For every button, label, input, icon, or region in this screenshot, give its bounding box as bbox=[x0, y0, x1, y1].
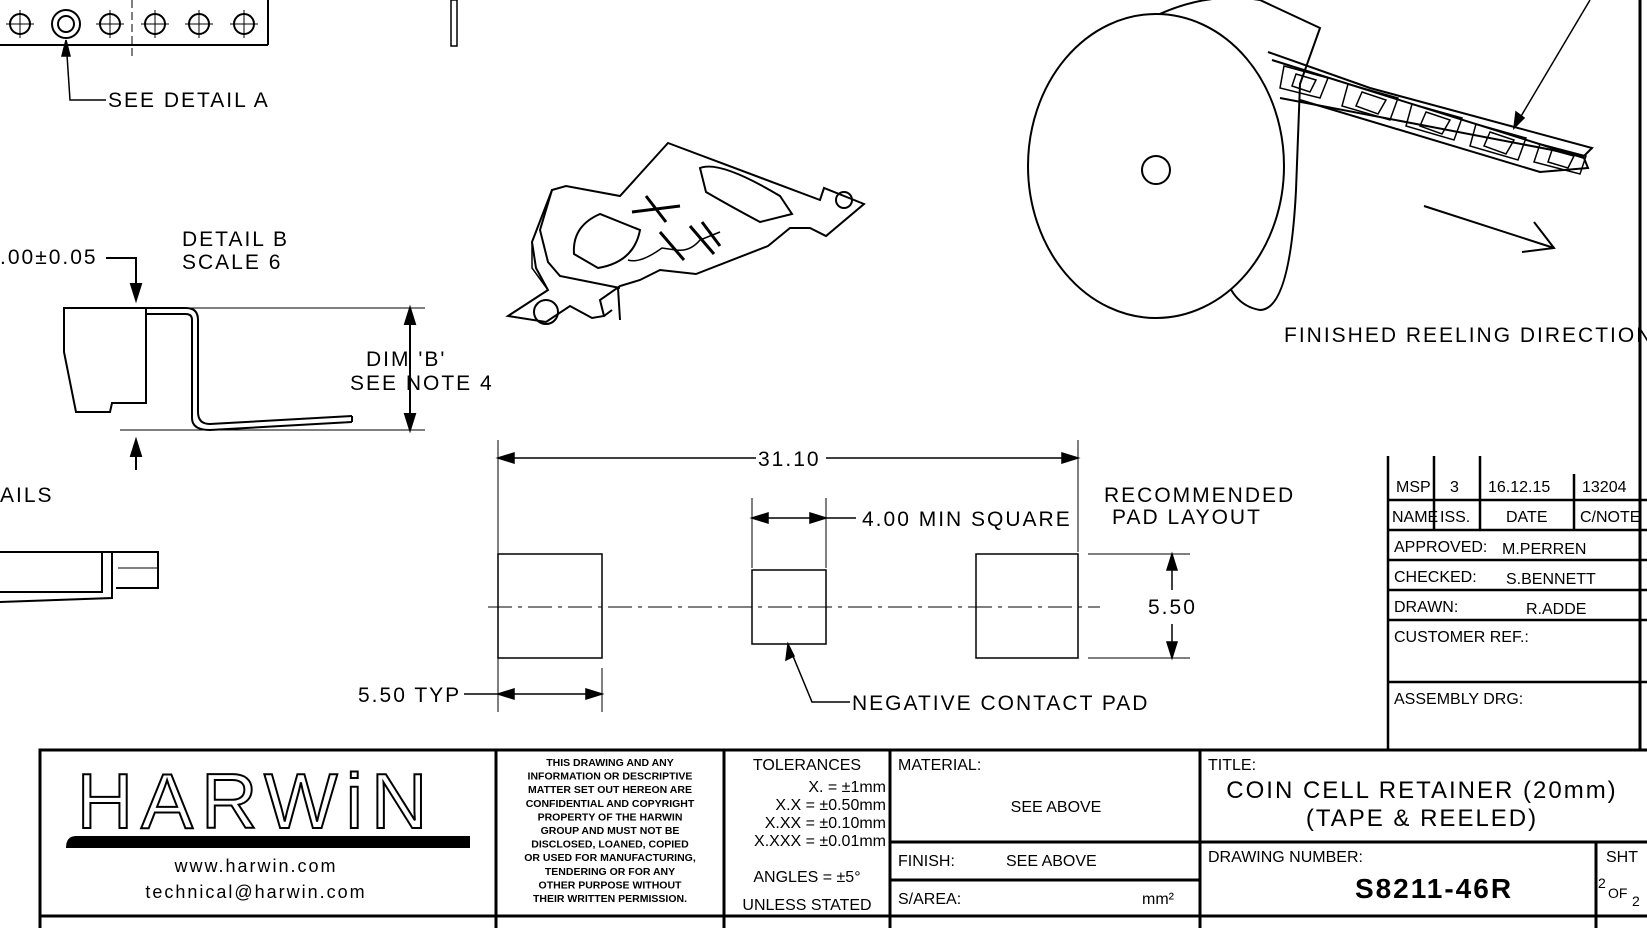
see-detail-a-leader bbox=[61, 39, 106, 101]
email: technical@harwin.com bbox=[145, 882, 366, 902]
surface-area-unit: mm² bbox=[1142, 891, 1175, 908]
sprocket-hole bbox=[230, 10, 258, 38]
confidential-line: CONFIDENTIAL AND COPYRIGHT bbox=[526, 798, 695, 810]
drawing-number-label: DRAWING NUMBER: bbox=[1208, 849, 1363, 866]
rev-header-iss: ISS. bbox=[1440, 509, 1470, 526]
finish-label: FINISH: bbox=[898, 853, 955, 870]
harwin-logo-text: HARWiN bbox=[77, 757, 436, 845]
sprocket-hole bbox=[141, 10, 169, 38]
title-label: TITLE: bbox=[1208, 757, 1256, 774]
details-label-fragment: AILS bbox=[0, 484, 54, 507]
tape-pocket bbox=[1341, 83, 1399, 121]
negative-contact-pad bbox=[751, 569, 827, 645]
drawn-label: DRAWN: bbox=[1394, 599, 1458, 616]
website: www.harwin.com bbox=[173, 856, 337, 876]
positive-pad-left bbox=[497, 553, 603, 659]
detail-b-view bbox=[63, 257, 425, 470]
tape-pocket bbox=[1279, 65, 1330, 99]
sprocket-hole bbox=[185, 10, 213, 38]
material-value: SEE ABOVE bbox=[1011, 799, 1102, 816]
sprocket-hole bbox=[51, 9, 81, 39]
reel-leader bbox=[1512, 0, 1591, 131]
confidential-line: TENDERING OR FOR ANY bbox=[545, 866, 675, 878]
angle-tolerance: ANGLES = ±5° bbox=[753, 869, 860, 886]
material-label: MATERIAL: bbox=[898, 757, 981, 774]
checked-by: S.BENNETT bbox=[1506, 571, 1596, 588]
min-square-dimension: 4.00 MIN SQUARE bbox=[862, 508, 1072, 531]
tape-pocket bbox=[1405, 103, 1463, 141]
checked-label: CHECKED: bbox=[1394, 569, 1477, 586]
title-block-frame bbox=[38, 748, 1647, 928]
pad-height-dimension: 5.50 bbox=[1148, 596, 1197, 619]
confidential-line: MATTER SET OUT HEREON ARE bbox=[528, 784, 692, 796]
rev-header-cnote: C/NOTE bbox=[1580, 509, 1640, 526]
sprocket-hole bbox=[6, 10, 34, 38]
rev-date: 16.12.15 bbox=[1488, 479, 1550, 496]
confidential-line: OR USED FOR MANUFACTURING, bbox=[524, 852, 696, 864]
finish-value: SEE ABOVE bbox=[1006, 853, 1097, 870]
coin-cell-retainer-isometric bbox=[505, 141, 866, 325]
drawing-title: COIN CELL RETAINER (20mm) bbox=[1226, 777, 1617, 804]
tape-pocket bbox=[1533, 143, 1587, 175]
positive-pad-right bbox=[975, 553, 1079, 659]
reeled-components bbox=[1279, 65, 1587, 175]
dim-b-note: SEE NOTE 4 bbox=[350, 372, 494, 395]
tape-pocket bbox=[1469, 123, 1527, 161]
surface-area-label: S/AREA: bbox=[898, 891, 961, 908]
approved-label: APPROVED: bbox=[1394, 539, 1487, 556]
reel bbox=[1027, 0, 1594, 319]
confidential-line: PROPERTY OF THE HARWIN bbox=[538, 811, 683, 823]
reeling-direction-label: FINISHED REELING DIRECTION bbox=[1284, 324, 1647, 347]
revision-block bbox=[1386, 456, 1647, 750]
sheet-total: 2 bbox=[1632, 893, 1640, 909]
reeling-direction-arrow bbox=[1423, 205, 1556, 253]
rev-header-date: DATE bbox=[1506, 509, 1547, 526]
drawing-subtitle: (TAPE & REELED) bbox=[1306, 805, 1538, 832]
sheet-label: SHT bbox=[1606, 849, 1638, 866]
tolerances-title: TOLERANCES bbox=[753, 757, 861, 774]
thickness-dimension: .00±0.05 bbox=[0, 246, 98, 269]
rev-change-note: 13204 bbox=[1582, 479, 1627, 496]
unless-stated: UNLESS STATED bbox=[742, 897, 871, 914]
sheet-of: OF bbox=[1608, 885, 1627, 901]
drawing-number: S8211-46R bbox=[1355, 873, 1513, 904]
pad-layout-title: RECOMMENDED bbox=[1104, 484, 1295, 507]
sprocket-hole bbox=[96, 10, 124, 38]
pad-layout-subtitle: PAD LAYOUT bbox=[1112, 506, 1262, 529]
detail-b-label: DETAIL B bbox=[182, 228, 289, 251]
confidential-line: THIS DRAWING AND ANY bbox=[546, 757, 674, 769]
tolerance-line: X. = ±1mm bbox=[808, 779, 886, 796]
confidential-notice: THIS DRAWING AND ANY INFORMATION OR DESCR… bbox=[524, 757, 696, 905]
see-detail-a-label: SEE DETAIL A bbox=[108, 89, 270, 112]
negative-pad-label: NEGATIVE CONTACT PAD bbox=[852, 692, 1149, 715]
confidential-line: DISCLOSED, LOANED, COPIED bbox=[531, 839, 689, 851]
harwin-logo: HARWiN bbox=[66, 756, 470, 848]
confidential-line: GROUP AND MUST NOT BE bbox=[541, 825, 680, 837]
tolerance-line: X.XX = ±0.10mm bbox=[765, 815, 886, 832]
sheet-number: 2 bbox=[1598, 875, 1606, 891]
confidential-line: INFORMATION OR DESCRIPTIVE bbox=[528, 771, 693, 783]
drawn-by: R.ADDE bbox=[1526, 601, 1586, 618]
overall-pad-dimension: 31.10 bbox=[758, 448, 821, 471]
logo-swoosh bbox=[66, 836, 470, 848]
customer-ref-label: CUSTOMER REF.: bbox=[1394, 629, 1529, 646]
pad-width-dimension: 5.50 TYP bbox=[358, 684, 461, 707]
tolerance-line: X.XXX = ±0.01mm bbox=[754, 833, 886, 850]
confidential-line: THEIR WRITTEN PERMISSION. bbox=[533, 893, 687, 905]
assembly-drawing-label: ASSEMBLY DRG: bbox=[1394, 691, 1523, 708]
rev-issue: 3 bbox=[1450, 479, 1459, 496]
approved-by: M.PERREN bbox=[1502, 541, 1586, 558]
tape-strip-view bbox=[0, 0, 458, 58]
side-view-fragment bbox=[0, 551, 159, 603]
pad-layout bbox=[464, 440, 1190, 712]
dim-b-label: DIM 'B' bbox=[366, 348, 446, 371]
rev-header-name: NAME bbox=[1392, 509, 1438, 526]
confidential-line: OTHER PURPOSE WITHOUT bbox=[539, 879, 683, 891]
rev-name: MSP bbox=[1396, 479, 1431, 496]
tolerance-line: X.X = ±0.50mm bbox=[775, 797, 886, 814]
detail-b-scale: SCALE 6 bbox=[182, 251, 282, 274]
